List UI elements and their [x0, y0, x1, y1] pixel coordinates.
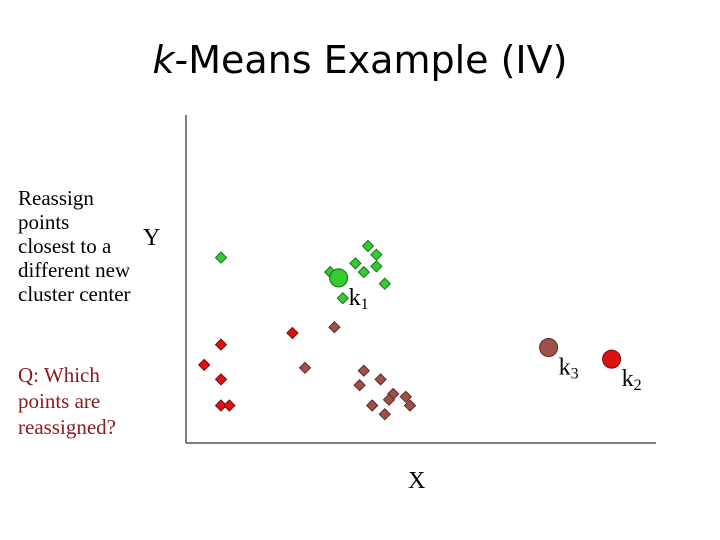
points-layer — [197, 239, 417, 421]
data-point-cluster2-13 — [214, 399, 228, 412]
center-label-k2-subscript: 2 — [634, 377, 642, 394]
data-point-cluster2-11 — [197, 358, 211, 372]
question-line-3: reassigned? — [18, 415, 116, 439]
title-italic-k: k — [152, 38, 175, 82]
cluster-center-label-k1: k1 — [349, 285, 369, 313]
data-point-cluster2-10 — [214, 338, 228, 351]
question-line-2: points are — [18, 389, 101, 413]
slide-title: k-Means Example (IV) — [0, 38, 720, 82]
data-point-cluster1-8 — [378, 277, 392, 290]
cluster-center-label-k3: k3 — [559, 355, 579, 383]
data-point-cluster1-9 — [336, 291, 350, 305]
data-point-cluster1-1 — [214, 251, 228, 264]
data-point-cluster3-17 — [298, 361, 312, 375]
question-line-1: Q: Which — [18, 363, 100, 387]
data-point-cluster2-15 — [286, 326, 299, 340]
data-point-cluster1-3 — [357, 265, 371, 279]
center-label-k2-letter: k — [622, 366, 634, 392]
cluster-center-k3 — [539, 338, 559, 357]
instructions-text: Reassign points closest to a different n… — [18, 186, 131, 306]
center-label-k3-subscript: 3 — [571, 366, 579, 383]
data-point-cluster1-5 — [349, 257, 362, 270]
instruction-line-5: cluster center — [18, 282, 131, 306]
center-label-k1-letter: k — [349, 285, 361, 311]
cluster-center-k2 — [602, 349, 622, 369]
data-point-cluster1-7 — [370, 248, 383, 261]
data-point-cluster3-19 — [353, 378, 366, 392]
instruction-line-1: Reassign — [18, 186, 94, 210]
data-point-cluster3-26 — [378, 407, 392, 421]
data-point-cluster3-23 — [403, 399, 417, 412]
data-point-cluster3-16 — [328, 320, 341, 334]
cluster-center-label-k2: k2 — [622, 366, 642, 394]
cluster-center-k1 — [329, 268, 349, 288]
title-rest: -Means Example (IV) — [174, 38, 568, 82]
data-point-cluster3-25 — [382, 393, 396, 406]
question-text: Q: Which points are reassigned? — [18, 362, 116, 440]
instruction-line-2: points — [18, 210, 70, 234]
y-axis-label: Y — [143, 225, 160, 251]
instruction-line-3: closest to a — [18, 234, 112, 258]
instruction-line-4: different new — [18, 258, 131, 282]
data-point-cluster3-24 — [399, 390, 413, 404]
center-label-k3-letter: k — [559, 355, 571, 381]
data-point-cluster3-20 — [374, 373, 387, 386]
data-point-cluster3-18 — [357, 364, 371, 377]
data-point-cluster2-12 — [214, 373, 228, 386]
data-point-cluster3-22 — [365, 399, 379, 412]
x-axis-label: X — [408, 468, 425, 494]
data-point-cluster1-4 — [361, 239, 375, 253]
center-label-k1-subscript: 1 — [361, 296, 369, 313]
data-point-cluster1-6 — [370, 260, 383, 273]
data-point-cluster2-14 — [223, 399, 236, 412]
